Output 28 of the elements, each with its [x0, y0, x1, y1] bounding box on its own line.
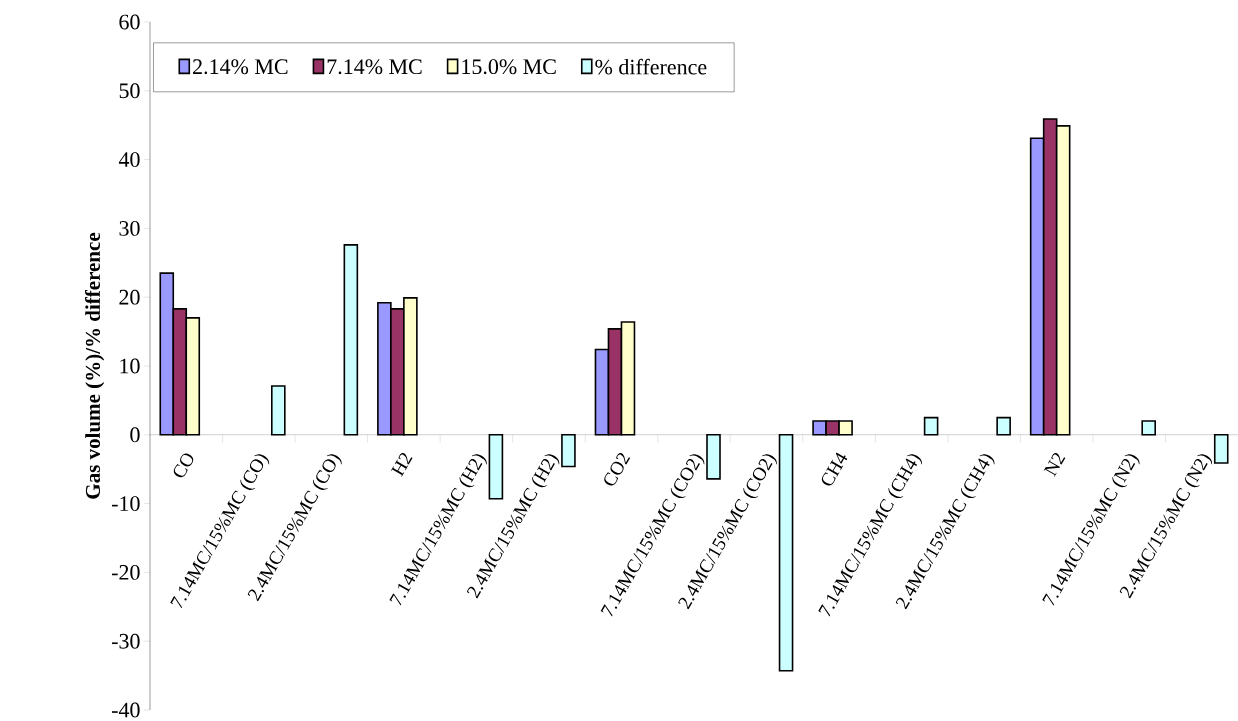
legend-label: 7.14% MC	[327, 59, 422, 75]
y-tick-label: 0	[130, 427, 140, 443]
x-tick-label: N2	[1043, 453, 1066, 477]
x-tick-label: CO	[173, 453, 194, 478]
bar	[1141, 420, 1157, 436]
y-tick-label: 10	[120, 358, 140, 374]
y-tick-label: -10	[111, 496, 140, 512]
y-axis-title: Gas volume (%)/% difference	[85, 232, 105, 499]
y-tick-label: -40	[111, 702, 140, 718]
bar	[778, 434, 794, 672]
legend-label: 15.0% MC	[462, 59, 556, 75]
bar	[561, 434, 576, 468]
bar	[1213, 434, 1229, 464]
y-tick-label: 20	[119, 289, 140, 305]
y-tick-label: -30	[111, 633, 140, 649]
y-tick-label: 30	[119, 220, 140, 236]
legend-label: % difference	[595, 58, 707, 75]
legend-label: 2.14% MC	[193, 59, 288, 75]
bar	[923, 416, 939, 436]
y-tick-label: 60	[119, 14, 140, 30]
bar	[343, 244, 359, 436]
y-tick-label: 50	[119, 83, 140, 99]
y-tick-label: 40	[118, 152, 140, 168]
bar	[271, 385, 286, 436]
bar	[996, 416, 1011, 436]
x-tick-label: H2	[390, 453, 413, 477]
bar	[706, 434, 721, 480]
y-tick-label: -20	[111, 564, 140, 580]
